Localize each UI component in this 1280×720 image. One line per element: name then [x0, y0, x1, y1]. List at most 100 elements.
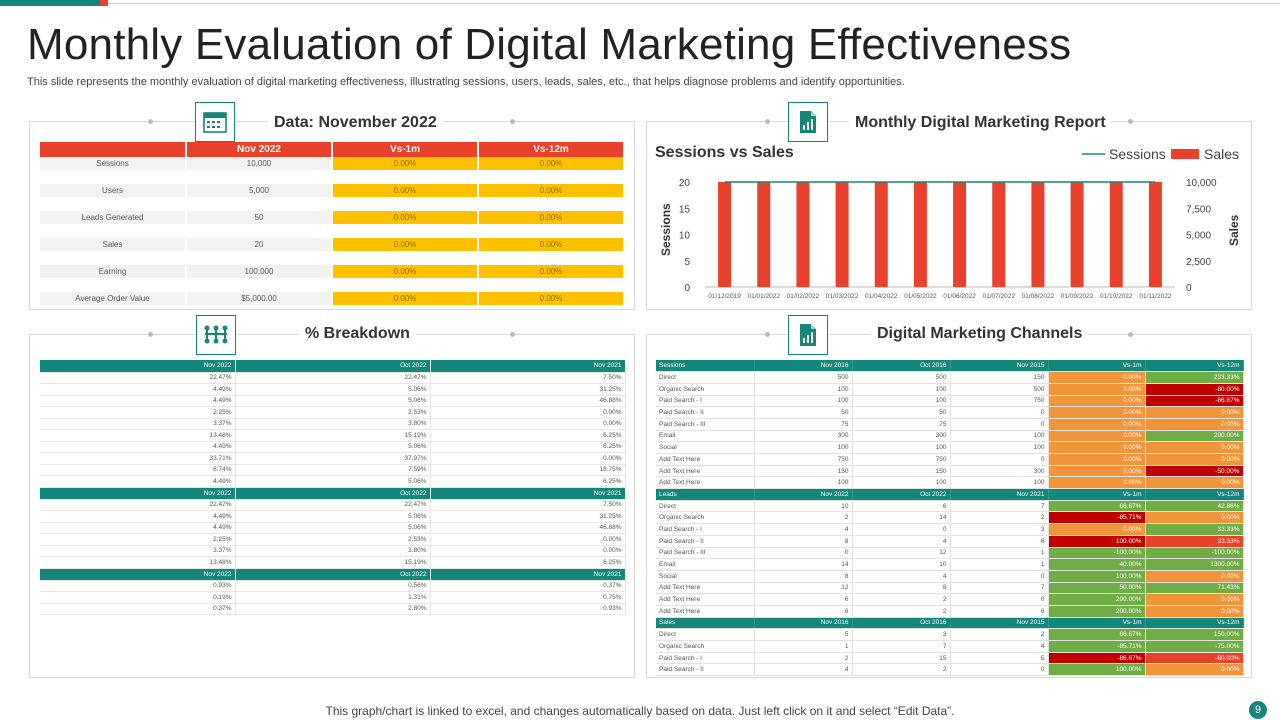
- x-tick-label: 01/03/2022: [826, 293, 859, 300]
- table-cell: 6.74%: [40, 464, 236, 476]
- table-cell: 100.00%: [1048, 663, 1146, 677]
- table-cell: 6: [950, 605, 1049, 618]
- table-cell: 3.80%: [235, 418, 431, 430]
- table-cell: 46.88%: [430, 522, 626, 534]
- table-cell: 0.00%: [332, 211, 479, 224]
- table-cell: 0.00%: [1048, 395, 1146, 408]
- table-row: 0.19% 1.31% 0.75%: [40, 591, 626, 604]
- table-cell: 12: [754, 582, 853, 595]
- table-cell: 3: [852, 628, 951, 641]
- table-cell: 100.00%: [1048, 535, 1146, 548]
- legend-sales-swatch: [1171, 149, 1199, 159]
- table-cell: 500: [754, 371, 853, 384]
- table-cell: -50.00%: [1145, 465, 1244, 478]
- table-cell: 1: [950, 547, 1049, 560]
- y-tick-label: 0: [684, 283, 690, 294]
- table-row: 4.49% 5.06% 6.25%: [40, 441, 626, 453]
- table-row: 4.49% 5.06% 31.25%: [40, 383, 626, 396]
- column-header: Vs-1m: [1048, 360, 1146, 373]
- table-cell: 66.67%: [1048, 500, 1146, 513]
- table-cell: 0.00%: [1048, 523, 1146, 536]
- column-header: Nov 2016: [754, 617, 853, 630]
- table-cell: 40.00%: [1048, 558, 1146, 571]
- table-row: Paid Search - III 75 75 0 0.00% 0.00%: [656, 418, 1244, 431]
- table-cell: 4.49%: [40, 383, 236, 396]
- table-header-row: Leads Nov 2022 Oct 2022 Nov 2021 Vs-1m Vs-12m: [656, 488, 1244, 501]
- table-cell: 6.25%: [430, 475, 626, 488]
- table-cell: 0.19%: [40, 591, 236, 604]
- table-cell: 6.25%: [430, 441, 626, 453]
- table-cell: 1: [754, 640, 853, 653]
- column-header: Nov 2022: [40, 360, 236, 373]
- table-cell: 33.71%: [40, 452, 236, 465]
- row-label: Add Text Here: [656, 605, 755, 618]
- table-row: 22.47% 22.47% 7.50%: [40, 499, 626, 511]
- table-cell: 2: [950, 628, 1049, 641]
- table-cell: 100: [852, 395, 951, 408]
- table-cell: 750: [950, 395, 1049, 408]
- table-cell: 66.67%: [1048, 628, 1146, 641]
- table-cell: 0.00%: [478, 211, 625, 224]
- column-header: Nov 2022: [40, 487, 236, 500]
- column-header: Nov 2021: [950, 488, 1049, 501]
- table-cell: 1.31%: [235, 591, 431, 604]
- row-label: Add Text Here: [656, 593, 755, 606]
- row-label: Paid Search - II: [656, 663, 755, 677]
- sales-bar: [718, 182, 732, 287]
- table-cell: 31.25%: [430, 383, 626, 396]
- table-cell: 4.49%: [40, 441, 236, 453]
- table-cell: 42.86%: [1145, 500, 1244, 513]
- table-row: Organic Search 1 7 4 -85.71% -75.00%: [656, 640, 1244, 653]
- table-cell: 0.00%: [430, 452, 626, 465]
- flowchart-icon: [196, 315, 236, 355]
- table-cell: 100: [852, 476, 951, 490]
- table-cell: 0.00%: [1145, 593, 1244, 606]
- table-cell: 20: [186, 238, 333, 251]
- table-row: Email 300 300 100 0.00% 200.00%: [656, 430, 1244, 443]
- y2-tick-label: 7,500: [1186, 204, 1211, 215]
- table-cell: 0.00%: [478, 265, 625, 278]
- table-cell: 0.00%: [478, 157, 625, 170]
- column-header: Oct 2016: [852, 360, 951, 373]
- table-header-row: Sales Nov 2016 Oct 2016 Nov 2015 Vs-1m Vs-12m: [656, 617, 1244, 630]
- table-cell: 0: [950, 593, 1049, 606]
- table-cell: 6.25%: [430, 429, 626, 442]
- row-label: Organic Search: [656, 511, 755, 525]
- table-row: 33.71% 37.97% 0.00%: [40, 452, 626, 465]
- table-cell: 150: [950, 371, 1049, 384]
- table-cell: 0.00%: [430, 406, 626, 419]
- table-row: Add Text Here 150 150 300 0.00% -50.00%: [656, 465, 1244, 478]
- table-cell: 100: [754, 383, 853, 396]
- table-row: Leads Generated 50 0.00% 0.00%: [40, 211, 625, 224]
- table-cell: 150: [852, 465, 951, 478]
- table-cell: 0.00%: [430, 545, 626, 557]
- table-cell: 0.93%: [430, 603, 626, 615]
- table-cell: 7: [950, 500, 1049, 513]
- table-cell: 22.47%: [40, 372, 236, 384]
- x-tick-label: 01/10/2022: [1100, 293, 1133, 300]
- table-cell: 100: [852, 383, 951, 396]
- column-header: Vs-12m: [1145, 617, 1244, 630]
- x-tick-label: 01/08/2022: [1022, 293, 1055, 300]
- channels-panel-title: Digital Marketing Channels: [871, 325, 1089, 343]
- table-cell: 3.37%: [40, 545, 236, 557]
- table-row: Add Text Here 750 750 0 0.00% 0.00%: [656, 453, 1244, 466]
- table-cell: 233.33%: [1145, 371, 1244, 384]
- table-row: Email 14 10 1 40.00% 1300.00%: [656, 558, 1244, 571]
- table-cell: 100: [852, 441, 951, 454]
- row-label: Paid Search - II: [656, 406, 755, 419]
- table-cell: 8: [754, 535, 853, 548]
- table-row: Paid Search - II 4 2 0 100.00% 0.00%: [656, 663, 1244, 677]
- table-cell: 100.00%: [1048, 570, 1146, 583]
- row-label: Email: [656, 558, 755, 571]
- table-cell: 0.00%: [332, 292, 479, 305]
- row-label: Paid Search - III: [656, 547, 755, 560]
- sessions-vs-sales-chart: Sessions vs Sales Sessions Sales Sessions Sa…: [655, 144, 1241, 300]
- table-cell: 4: [852, 570, 951, 583]
- y2-tick-label: 2,500: [1186, 257, 1211, 268]
- table-header-row: Nov 2022 Oct 2022 Nov 2021: [40, 360, 626, 373]
- row-label: Sessions: [40, 157, 187, 170]
- data-table: Nov 2022 Vs-1m Vs-12m Sessions 10,000 0.00% 0…: [40, 142, 625, 305]
- sales-bar: [953, 182, 967, 287]
- table-row: Social 8 4 0 100.00% 0.00%: [656, 570, 1244, 583]
